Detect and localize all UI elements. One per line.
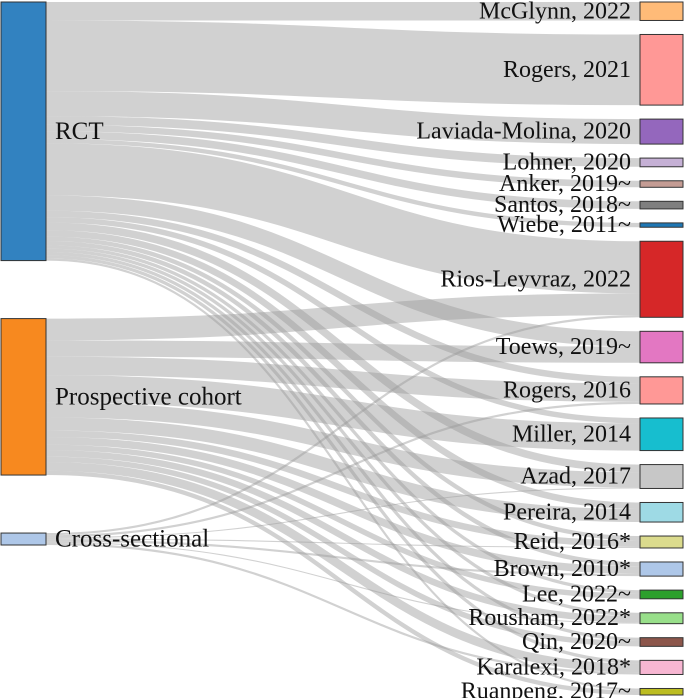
target-label-rogers2021: Rogers, 2021 (503, 57, 631, 83)
source-label-prospective: Prospective cohort (55, 383, 242, 410)
target-label-lee: Lee, 2022~ (522, 581, 631, 607)
link-prospective-rogers2016 (45, 356, 641, 402)
target-label-miller: Miller, 2014 (512, 421, 631, 447)
target-node-wiebe[interactable] (639, 222, 684, 228)
link-cross-rogers2016 (45, 401, 641, 538)
target-node-santos[interactable] (639, 200, 684, 210)
target-node-rousham[interactable] (639, 612, 684, 625)
labels-layer: RCT Prospective cohort Cross-sectional McGl… (55, 0, 631, 698)
target-node-lee[interactable] (639, 589, 684, 600)
link-prospective-rousham (45, 450, 641, 623)
target-label-laviada: Laviada-Molina, 2020 (416, 119, 631, 145)
link-prospective-pereira (45, 417, 641, 523)
link-prospective-reid (45, 430, 641, 547)
target-node-anker[interactable] (639, 180, 684, 188)
link-prospective-karalexi (45, 462, 641, 673)
target-node-lohner[interactable] (639, 157, 684, 168)
link-rct-karalexi (45, 255, 641, 664)
target-label-rousham: Rousham, 2022* (468, 605, 631, 631)
target-label-toews: Toews, 2019~ (496, 334, 631, 360)
link-cross-reid (45, 538, 641, 548)
target-node-toews[interactable] (639, 330, 684, 364)
target-node-karalexi[interactable] (639, 659, 684, 675)
target-node-brown[interactable] (639, 561, 684, 577)
source-label-cross: Cross-sectional (55, 526, 209, 553)
target-node-qin[interactable] (639, 637, 684, 647)
link-rct-rogers2021 (45, 20, 641, 106)
target-node-laviada[interactable] (639, 118, 684, 145)
link-rct-lee (45, 245, 641, 594)
link-cross-rousham (45, 541, 641, 624)
link-prospective-ruanpeng (45, 470, 641, 696)
target-label-ruanpeng: Ruanpeng, 2017~ (461, 679, 631, 698)
link-rct-pereira (45, 230, 641, 509)
source-node-cross[interactable] (0, 532, 47, 546)
link-rct-toews (45, 195, 641, 347)
link-cross-rios (45, 315, 641, 536)
source-label-rct: RCT (55, 118, 104, 145)
link-rct-brown (45, 241, 641, 567)
link-rct-miller (45, 217, 641, 424)
target-label-santos: Santos, 2018~ (494, 192, 631, 218)
link-rct-ruanpeng (45, 258, 641, 691)
link-rct-reid (45, 236, 641, 541)
target-label-wiebe: Wiebe, 2011~ (497, 212, 631, 238)
target-node-rogers2016[interactable] (639, 376, 684, 405)
link-rct-santos (45, 131, 641, 209)
target-label-reid: Reid, 2016* (514, 529, 631, 555)
target-node-miller[interactable] (639, 417, 684, 452)
link-prospective-lee (45, 444, 641, 599)
link-cross-brown (45, 539, 641, 577)
target-label-brown: Brown, 2010* (494, 556, 631, 582)
target-node-ruanpeng[interactable] (639, 687, 684, 696)
source-node-prospective[interactable] (0, 318, 47, 476)
link-rct-wiebe (45, 138, 641, 228)
target-label-azad: Azad, 2017 (520, 464, 631, 490)
target-label-rios: Rios-Leyvraz, 2022 (440, 266, 631, 292)
link-rct-anker (45, 124, 641, 188)
link-prospective-brown (45, 437, 641, 574)
link-prospective-azad (45, 402, 641, 488)
link-prospective-miller (45, 375, 641, 451)
target-node-reid[interactable] (639, 535, 684, 549)
link-rct-rousham (45, 248, 641, 617)
links-layer (45, 2, 641, 696)
target-label-mcglynn: McGlynn, 2022 (479, 0, 631, 24)
link-rct-rios (45, 143, 641, 294)
link-prospective-rios (45, 293, 641, 341)
target-label-rogers2016: Rogers, 2016 (503, 377, 631, 403)
target-label-anker: Anker, 2019~ (499, 171, 631, 197)
link-rct-lohner (45, 116, 641, 167)
target-node-mcglynn[interactable] (639, 1, 684, 21)
link-prospective-qin (45, 456, 641, 647)
link-rct-laviada (45, 91, 641, 145)
link-rct-rogers2016 (45, 210, 641, 384)
link-rct-azad (45, 222, 641, 473)
target-node-azad[interactable] (639, 464, 684, 489)
target-node-rogers2021[interactable] (639, 33, 684, 106)
target-node-rios[interactable] (639, 240, 684, 318)
source-node-rct[interactable] (0, 1, 47, 262)
link-cross-karalexi (45, 542, 641, 675)
target-label-lohner: Lohner, 2020 (503, 149, 631, 175)
target-node-pereira[interactable] (639, 501, 684, 523)
target-label-qin: Qin, 2020~ (522, 629, 631, 655)
link-cross-azad (45, 487, 641, 539)
target-label-pereira: Pereira, 2014 (503, 499, 631, 525)
link-prospective-toews (45, 340, 641, 363)
target-label-karalexi: Karalexi, 2018* (476, 654, 631, 680)
link-rct-qin (45, 251, 641, 641)
